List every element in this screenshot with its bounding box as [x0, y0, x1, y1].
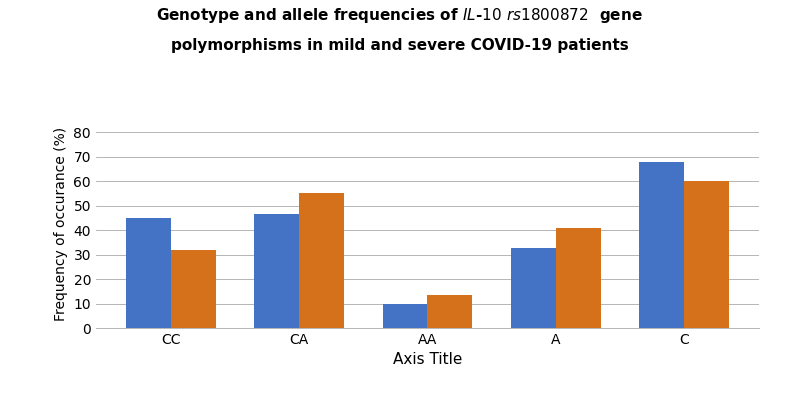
Bar: [383, 304, 427, 328]
Bar: [639, 162, 684, 328]
Bar: [171, 250, 216, 328]
Text: Genotype and allele frequencies of $\bf{\it{IL}}$-$\bf{\it{10}}$ $\bf{\it{rs1800: Genotype and allele frequencies of $\bf{…: [156, 6, 643, 25]
Y-axis label: Frequency of occurance (%): Frequency of occurance (%): [54, 127, 68, 321]
Bar: [299, 194, 344, 328]
Bar: [427, 295, 472, 328]
Bar: [254, 214, 299, 328]
X-axis label: Axis Title: Axis Title: [393, 352, 462, 368]
Bar: [556, 228, 601, 328]
Bar: [126, 218, 171, 328]
Bar: [684, 181, 729, 328]
Text: polymorphisms in mild and severe COVID-19 patients: polymorphisms in mild and severe COVID-1…: [171, 38, 628, 53]
Bar: [511, 248, 556, 328]
